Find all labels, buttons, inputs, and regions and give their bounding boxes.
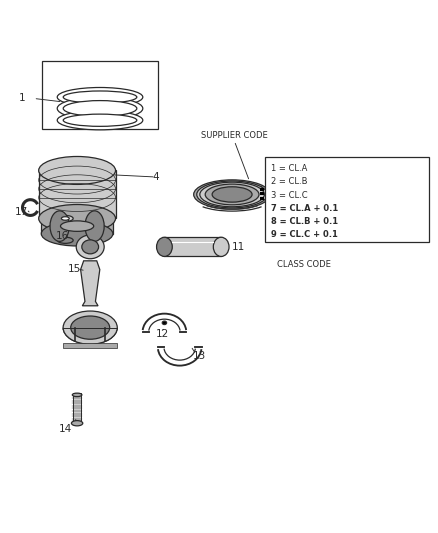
Bar [41,219,113,234]
Bar [260,188,264,191]
Text: 12: 12 [155,329,169,339]
Ellipse shape [212,187,252,202]
Ellipse shape [63,114,137,126]
Ellipse shape [63,91,137,103]
Bar [57,219,73,240]
Ellipse shape [60,221,94,231]
Ellipse shape [71,316,110,339]
Bar [73,393,81,422]
Ellipse shape [205,184,259,205]
Polygon shape [81,261,100,306]
Ellipse shape [57,111,143,130]
Ellipse shape [194,180,271,209]
Text: 11: 11 [232,242,245,252]
Text: 2 = CL.B: 2 = CL.B [272,177,308,187]
Ellipse shape [63,101,137,116]
Text: 3 = CL.C: 3 = CL.C [272,190,308,199]
Ellipse shape [39,205,116,232]
Ellipse shape [85,211,104,241]
Text: 1 = CL.A: 1 = CL.A [272,164,308,173]
Ellipse shape [57,87,143,107]
Ellipse shape [57,97,143,120]
Ellipse shape [156,237,172,256]
Ellipse shape [39,157,116,184]
Bar [265,157,428,243]
Text: 8 = CL.B + 0.1: 8 = CL.B + 0.1 [272,217,339,226]
Bar [164,237,221,256]
Ellipse shape [57,215,73,222]
Bar [39,171,116,219]
Ellipse shape [197,181,268,208]
Text: 13: 13 [193,351,206,361]
Ellipse shape [57,237,73,244]
Ellipse shape [41,222,113,246]
Ellipse shape [162,321,166,325]
Text: CLASS CODE: CLASS CODE [277,260,331,269]
Ellipse shape [71,421,83,426]
Ellipse shape [63,311,117,344]
Text: SUPPLIER CODE: SUPPLIER CODE [201,131,268,140]
Text: 9 = CL.C + 0.1: 9 = CL.C + 0.1 [272,230,338,239]
Text: 4: 4 [152,172,159,182]
Ellipse shape [72,393,82,397]
Ellipse shape [61,217,69,220]
Ellipse shape [76,235,104,259]
Text: 1: 1 [18,93,25,103]
Bar [260,192,264,195]
Ellipse shape [213,237,229,256]
Bar [260,197,264,200]
Text: 17: 17 [15,207,28,217]
Bar [63,343,117,348]
Text: 16: 16 [56,231,69,241]
Text: 14: 14 [59,424,72,434]
Bar [42,61,158,129]
Text: 7 = CL.A + 0.1: 7 = CL.A + 0.1 [272,204,339,213]
Ellipse shape [50,211,69,241]
Ellipse shape [82,240,99,254]
Text: 15: 15 [67,264,81,273]
Ellipse shape [200,182,265,207]
